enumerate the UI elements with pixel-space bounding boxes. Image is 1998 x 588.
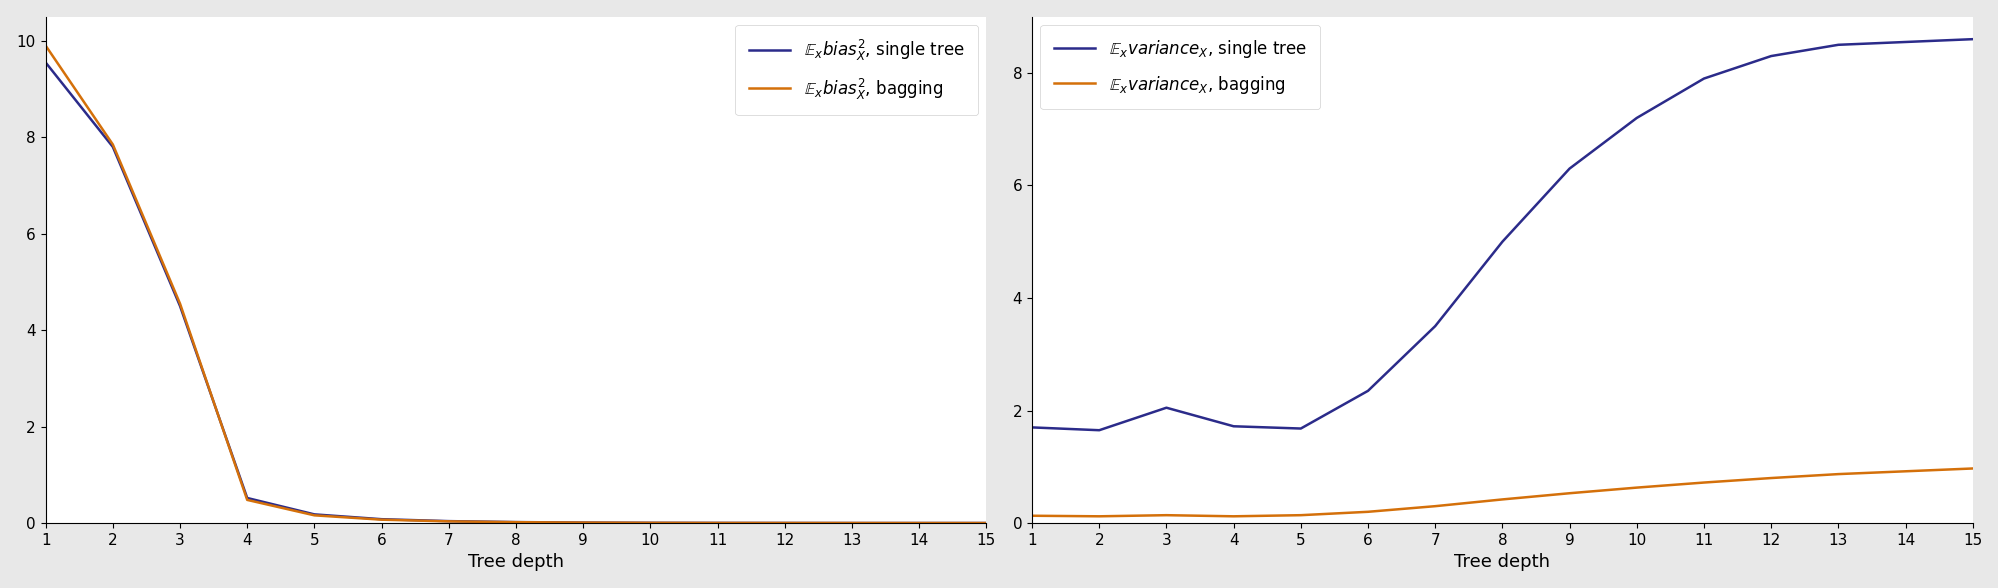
- $\mathbb{E}_x\mathit{bias}_X^2$, single tree: [100, 143, 124, 151]
- $\mathbb{E}_x\mathit{bias}_X^2$, single tree: [973, 519, 997, 526]
- $\mathbb{E}_x\mathit{bias}_X^2$, single tree: [370, 516, 394, 523]
- $\mathbb{E}_x\mathit{variance}_X$, bagging: [1019, 512, 1043, 519]
- $\mathbb{E}_x\mathit{variance}_X$, single tree: [1019, 424, 1043, 431]
- Line: $\mathbb{E}_x\mathit{variance}_X$, bagging: $\mathbb{E}_x\mathit{variance}_X$, baggi…: [1031, 469, 1972, 516]
- $\mathbb{E}_x\mathit{variance}_X$, single tree: [1758, 52, 1782, 59]
- $\mathbb{E}_x\mathit{variance}_X$, bagging: [1155, 512, 1179, 519]
- $\mathbb{E}_x\mathit{bias}_X^2$, single tree: [236, 495, 260, 502]
- $\mathbb{E}_x\mathit{bias}_X^2$, single tree: [302, 511, 326, 518]
- $\mathbb{E}_x\mathit{bias}_X^2$, single tree: [571, 519, 595, 526]
- $\mathbb{E}_x\mathit{bias}_X^2$, single tree: [705, 519, 729, 526]
- Line: $\mathbb{E}_x\mathit{bias}_X^2$, single tree: $\mathbb{E}_x\mathit{bias}_X^2$, single …: [46, 62, 985, 523]
- $\mathbb{E}_x\mathit{bias}_X^2$, single tree: [839, 519, 863, 526]
- $\mathbb{E}_x\mathit{bias}_X^2$, single tree: [637, 519, 661, 526]
- $\mathbb{E}_x\mathit{variance}_X$, bagging: [1690, 479, 1714, 486]
- $\mathbb{E}_x\mathit{variance}_X$, bagging: [1491, 496, 1514, 503]
- $\mathbb{E}_x\mathit{bias}_X^2$, bagging: [503, 519, 527, 526]
- $\mathbb{E}_x\mathit{variance}_X$, single tree: [1289, 425, 1313, 432]
- $\mathbb{E}_x\mathit{variance}_X$, bagging: [1826, 470, 1850, 477]
- $\mathbb{E}_x\mathit{variance}_X$, bagging: [1289, 512, 1313, 519]
- $\mathbb{E}_x\mathit{variance}_X$, single tree: [1826, 41, 1850, 48]
- $\mathbb{E}_x\mathit{variance}_X$, single tree: [1892, 38, 1916, 45]
- $\mathbb{E}_x\mathit{bias}_X^2$, bagging: [973, 520, 997, 527]
- $\mathbb{E}_x\mathit{bias}_X^2$, bagging: [100, 141, 124, 148]
- $\mathbb{E}_x\mathit{variance}_X$, bagging: [1758, 475, 1782, 482]
- $\mathbb{E}_x\mathit{bias}_X^2$, bagging: [236, 496, 260, 503]
- $\mathbb{E}_x\mathit{variance}_X$, single tree: [1423, 323, 1447, 330]
- Legend: $\mathbb{E}_x\mathit{bias}_X^2$, single tree, $\mathbb{E}_x\mathit{bias}_X^2$, b: $\mathbb{E}_x\mathit{bias}_X^2$, single …: [735, 25, 977, 115]
- $\mathbb{E}_x\mathit{bias}_X^2$, single tree: [773, 519, 797, 526]
- $\mathbb{E}_x\mathit{variance}_X$, single tree: [1087, 427, 1111, 434]
- $\mathbb{E}_x\mathit{bias}_X^2$, bagging: [34, 42, 58, 49]
- $\mathbb{E}_x\mathit{variance}_X$, bagging: [1423, 503, 1447, 510]
- X-axis label: Tree depth: Tree depth: [468, 553, 563, 572]
- $\mathbb{E}_x\mathit{bias}_X^2$, bagging: [637, 519, 661, 526]
- $\mathbb{E}_x\mathit{variance}_X$, single tree: [1155, 404, 1179, 411]
- $\mathbb{E}_x\mathit{variance}_X$, bagging: [1355, 508, 1379, 515]
- $\mathbb{E}_x\mathit{bias}_X^2$, single tree: [34, 59, 58, 66]
- $\mathbb{E}_x\mathit{variance}_X$, single tree: [1556, 165, 1580, 172]
- $\mathbb{E}_x\mathit{bias}_X^2$, bagging: [839, 519, 863, 526]
- $\mathbb{E}_x\mathit{variance}_X$, bagging: [1087, 513, 1111, 520]
- $\mathbb{E}_x\mathit{bias}_X^2$, single tree: [168, 302, 192, 309]
- $\mathbb{E}_x\mathit{variance}_X$, bagging: [1960, 465, 1984, 472]
- $\mathbb{E}_x\mathit{bias}_X^2$, bagging: [571, 519, 595, 526]
- $\mathbb{E}_x\mathit{variance}_X$, bagging: [1221, 513, 1245, 520]
- $\mathbb{E}_x\mathit{variance}_X$, bagging: [1624, 484, 1648, 491]
- $\mathbb{E}_x\mathit{variance}_X$, single tree: [1690, 75, 1714, 82]
- $\mathbb{E}_x\mathit{variance}_X$, single tree: [1960, 36, 1984, 43]
- $\mathbb{E}_x\mathit{bias}_X^2$, single tree: [907, 519, 931, 526]
- $\mathbb{E}_x\mathit{variance}_X$, bagging: [1892, 468, 1916, 475]
- $\mathbb{E}_x\mathit{variance}_X$, single tree: [1491, 238, 1514, 245]
- $\mathbb{E}_x\mathit{bias}_X^2$, single tree: [503, 519, 527, 526]
- Line: $\mathbb{E}_x\mathit{bias}_X^2$, bagging: $\mathbb{E}_x\mathit{bias}_X^2$, bagging: [46, 46, 985, 523]
- $\mathbb{E}_x\mathit{bias}_X^2$, bagging: [907, 520, 931, 527]
- Line: $\mathbb{E}_x\mathit{variance}_X$, single tree: $\mathbb{E}_x\mathit{variance}_X$, singl…: [1031, 39, 1972, 430]
- $\mathbb{E}_x\mathit{variance}_X$, bagging: [1556, 490, 1580, 497]
- X-axis label: Tree depth: Tree depth: [1455, 553, 1550, 572]
- $\mathbb{E}_x\mathit{variance}_X$, single tree: [1221, 423, 1245, 430]
- $\mathbb{E}_x\mathit{bias}_X^2$, bagging: [302, 512, 326, 519]
- $\mathbb{E}_x\mathit{bias}_X^2$, bagging: [705, 519, 729, 526]
- $\mathbb{E}_x\mathit{bias}_X^2$, bagging: [370, 516, 394, 523]
- Legend: $\mathbb{E}_x\mathit{variance}_X$, single tree, $\mathbb{E}_x\mathit{variance}_X: $\mathbb{E}_x\mathit{variance}_X$, singl…: [1039, 25, 1319, 109]
- $\mathbb{E}_x\mathit{bias}_X^2$, bagging: [168, 300, 192, 307]
- $\mathbb{E}_x\mathit{variance}_X$, single tree: [1624, 115, 1648, 122]
- $\mathbb{E}_x\mathit{bias}_X^2$, single tree: [438, 517, 462, 524]
- $\mathbb{E}_x\mathit{variance}_X$, single tree: [1355, 387, 1379, 395]
- $\mathbb{E}_x\mathit{bias}_X^2$, bagging: [773, 519, 797, 526]
- $\mathbb{E}_x\mathit{bias}_X^2$, bagging: [438, 518, 462, 525]
